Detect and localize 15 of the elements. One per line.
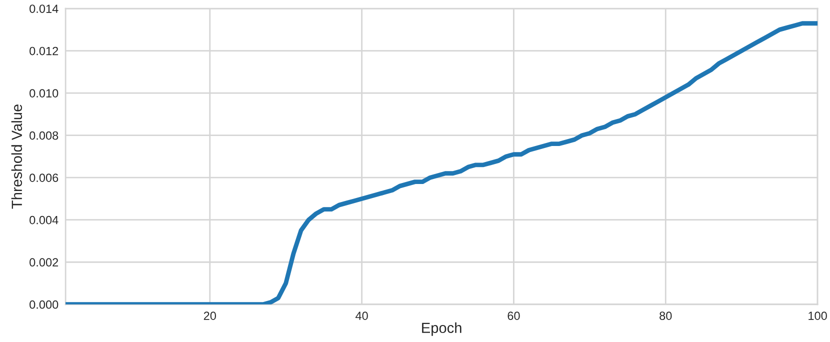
y-tick-label: 0.012 bbox=[30, 46, 58, 56]
x-tick-label: 20 bbox=[204, 312, 216, 320]
x-axis-title: Epoch bbox=[422, 322, 462, 336]
y-tick-label: 0.008 bbox=[30, 131, 58, 140]
x-tick-label: 80 bbox=[660, 312, 672, 320]
y-tick-label: 0.010 bbox=[30, 89, 58, 98]
x-tick-label: 60 bbox=[508, 312, 520, 320]
y-tick-label: 0.000 bbox=[30, 300, 58, 309]
y-tick-label: 0.006 bbox=[30, 174, 58, 182]
y-tick-label: 0.014 bbox=[30, 4, 58, 13]
y-tick-label: 0.002 bbox=[30, 258, 58, 267]
y-axis-title: Threshold Value bbox=[11, 104, 22, 209]
y-tick-label: 0.004 bbox=[30, 216, 58, 224]
x-tick-label: 40 bbox=[356, 312, 368, 320]
x-tick-label: 100 bbox=[808, 312, 827, 320]
